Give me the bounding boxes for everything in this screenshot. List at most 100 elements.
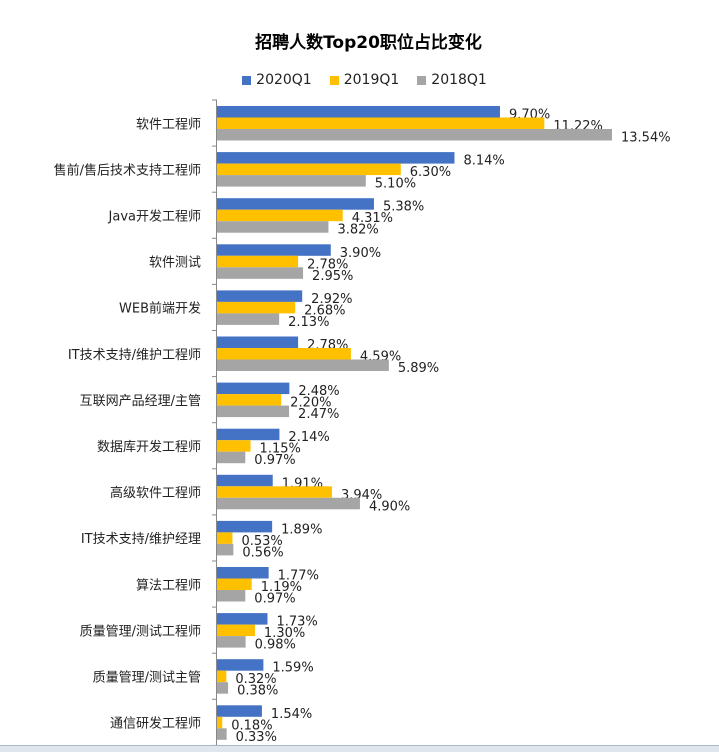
data-label: 2.95%: [312, 269, 353, 284]
legend-item-2020q1: 2020Q1: [242, 72, 312, 88]
category-label: 售前/售后技术支持工程师: [54, 162, 201, 178]
window-bottom-bar: [0, 745, 719, 752]
data-label: 3.82%: [337, 223, 378, 238]
data-label: 2.14%: [288, 430, 329, 445]
data-label: 8.14%: [463, 154, 504, 169]
bar-2018q1: [217, 313, 280, 325]
data-label: 2.92%: [311, 292, 352, 307]
bar-2018q1: [217, 682, 229, 694]
data-label: 5.10%: [375, 177, 416, 192]
category-label: IT技术支持/维护经理: [81, 532, 201, 547]
bar-2020q1: [217, 705, 262, 717]
bar-2019q1: [217, 440, 251, 452]
data-label: 1.59%: [272, 661, 313, 676]
chart-title: 招聘人数Top20职位占比变化: [255, 33, 482, 53]
category-label: 软件测试: [149, 256, 201, 271]
bar-2019q1: [217, 209, 343, 222]
data-label: 0.97%: [254, 592, 295, 607]
data-label: 2.48%: [298, 384, 339, 399]
data-label: 1.15%: [260, 442, 301, 457]
data-label: 0.98%: [255, 638, 296, 653]
category-label: 算法工程师: [136, 578, 201, 593]
bar-2020q1: [217, 567, 269, 579]
legend-swatch: [329, 75, 339, 85]
bar-2018q1: [217, 405, 290, 418]
bar-2019q1: [217, 670, 227, 683]
category-label: 高级软件工程师: [110, 485, 201, 501]
bar-2019q1: [217, 532, 233, 544]
legend-item-2019q1: 2019Q1: [329, 72, 400, 88]
data-label: 3.90%: [340, 246, 381, 261]
data-label: 4.31%: [352, 211, 393, 226]
category-label: IT技术支持/维护工程师: [68, 348, 201, 363]
bar-2019q1: [217, 624, 255, 637]
data-label: 1.30%: [264, 626, 305, 641]
category-label: 质量管理/测试工程师: [80, 624, 201, 639]
bar-2018q1: [217, 359, 389, 371]
bar-2018q1: [217, 451, 246, 464]
bar-2020q1: [217, 336, 299, 348]
data-label: 1.77%: [278, 569, 319, 584]
category-label: 质量管理/测试主管: [93, 670, 201, 685]
bar-2018q1: [217, 175, 366, 187]
bar-2020q1: [217, 106, 500, 118]
data-label: 1.19%: [261, 580, 302, 595]
bar-2020q1: [217, 290, 303, 302]
data-label: 5.89%: [398, 361, 439, 376]
data-label: 0.18%: [231, 718, 272, 733]
data-label: 2.13%: [288, 315, 329, 330]
category-label: Java开发工程师: [108, 208, 201, 224]
bar-2020q1: [217, 474, 273, 487]
data-label: 4.90%: [369, 499, 410, 514]
data-label: 2.78%: [307, 257, 348, 272]
bar-2018q1: [217, 497, 360, 510]
data-label: 0.33%: [236, 730, 277, 745]
data-label: 0.38%: [237, 684, 278, 699]
bar-2018q1: [217, 267, 304, 279]
bar-2019q1: [217, 255, 299, 268]
legend-label: 2019Q1: [343, 72, 400, 88]
bar-2020q1: [217, 152, 455, 164]
data-label: 0.53%: [241, 534, 282, 549]
bar-2018q1: [217, 728, 227, 740]
bar-2019q1: [217, 117, 545, 129]
bar-2019q1: [217, 578, 252, 590]
data-label: 5.38%: [383, 200, 424, 215]
bar-2020q1: [217, 659, 264, 671]
legend-swatch: [417, 75, 427, 85]
category-label: 互联网产品经理/主管: [80, 394, 201, 409]
data-label: 0.97%: [254, 453, 295, 468]
category-label: WEB前端开发: [119, 301, 201, 317]
data-label: 0.56%: [242, 545, 283, 560]
data-label: 13.54%: [621, 131, 671, 146]
bar-2020q1: [217, 428, 280, 441]
data-label: 2.68%: [304, 303, 345, 318]
legend-item-2018q1: 2018Q1: [417, 72, 487, 88]
data-label: 6.30%: [410, 165, 451, 180]
bar-2018q1: [217, 636, 246, 648]
legend: 2020Q1 2019Q1 2018Q1: [0, 72, 719, 88]
legend-swatch: [242, 75, 252, 85]
bar-2020q1: [217, 244, 331, 256]
data-label: 2.47%: [298, 407, 339, 422]
data-label: 0.32%: [235, 672, 276, 687]
bar-2018q1: [217, 221, 329, 233]
bar-2018q1: [217, 543, 234, 556]
data-label: 2.20%: [290, 396, 331, 411]
category-label: 通信研发工程师: [110, 716, 201, 732]
legend-label: 2020Q1: [256, 72, 312, 88]
bar-2020q1: [217, 198, 374, 210]
bar-2019q1: [217, 163, 401, 176]
category-label: 软件工程师: [136, 117, 201, 132]
legend-label: 2018Q1: [431, 72, 487, 88]
bar-2020q1: [217, 382, 290, 395]
bar-2018q1: [217, 590, 246, 602]
bar-2019q1: [217, 348, 351, 360]
bar-2020q1: [217, 520, 273, 533]
bar-2019q1: [217, 301, 296, 314]
bar-2019q1: [217, 716, 223, 729]
data-label: 1.73%: [276, 615, 317, 630]
bar-2019q1: [217, 486, 332, 498]
bar-2020q1: [217, 613, 268, 625]
